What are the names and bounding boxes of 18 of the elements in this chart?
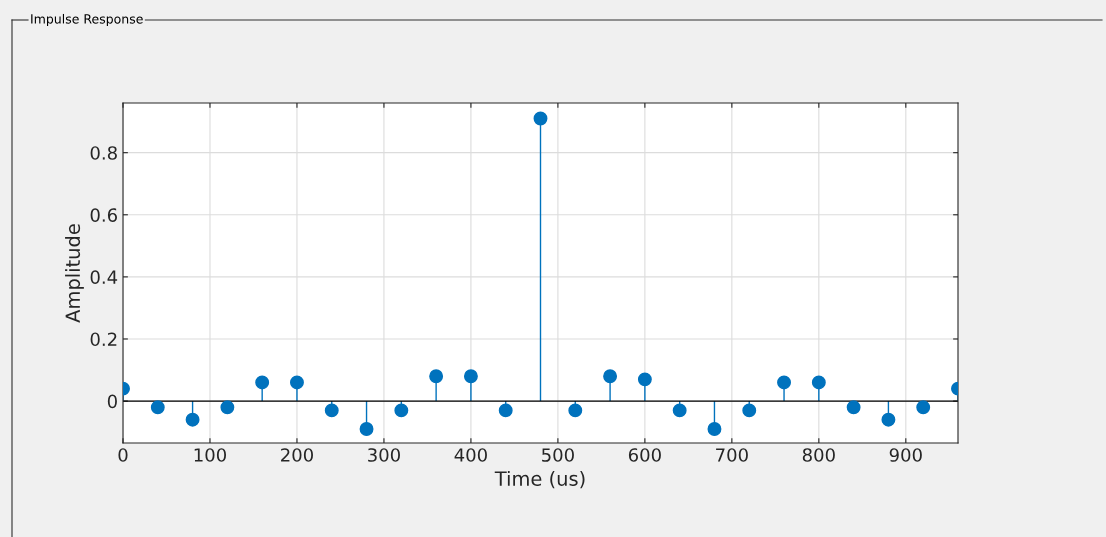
- x-axis-title: Time (us): [494, 470, 585, 489]
- y-tick-label: 0.6: [90, 208, 117, 222]
- x-tick-label: 100: [194, 448, 227, 462]
- y-tick-label: 0.4: [90, 270, 118, 284]
- chart-title: Impulse Response: [31, 13, 143, 27]
- y-axis-title: Amplitude: [65, 224, 84, 323]
- x-tick-label: 0: [118, 448, 128, 462]
- x-tick-label: 200: [281, 448, 313, 462]
- x-tick-label: 700: [716, 448, 748, 462]
- y-tick-label: 0.8: [90, 146, 117, 160]
- y-tick-label: 0.2: [90, 332, 117, 347]
- x-tick-label: 400: [454, 448, 487, 462]
- x-tick-label: 600: [628, 448, 661, 462]
- x-tick-label: 300: [368, 448, 400, 462]
- y-tick-label: 0: [107, 394, 117, 409]
- x-tick-label: 900: [889, 448, 922, 462]
- x-tick-label: 500: [542, 448, 574, 462]
- x-tick-label: 800: [802, 448, 835, 462]
